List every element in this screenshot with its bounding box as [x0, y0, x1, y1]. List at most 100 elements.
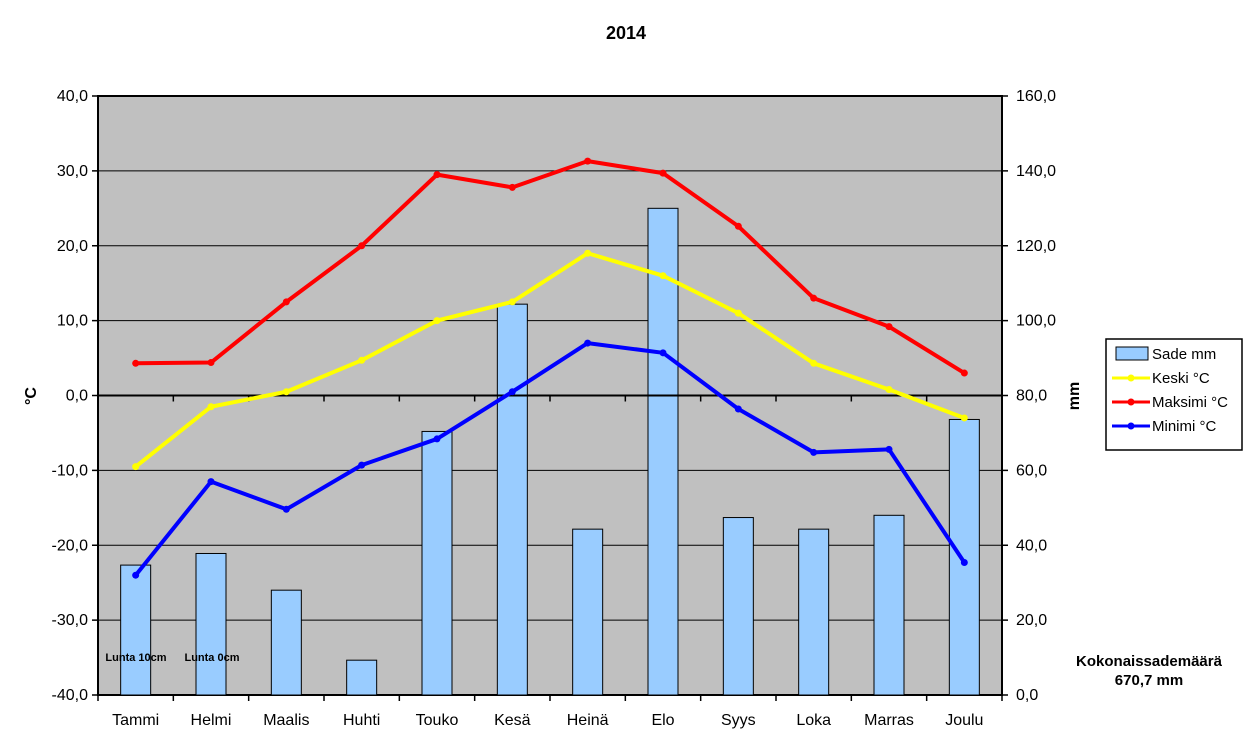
- annotation-snow-feb: Lunta 0cm: [184, 652, 239, 664]
- x-tick-label: Syys: [721, 712, 756, 729]
- series-point-1: [207, 359, 215, 367]
- series-point-2: [358, 461, 366, 469]
- series-line-1: [135, 159, 966, 375]
- bar-huhti: [346, 659, 378, 696]
- series-point-2: [508, 388, 516, 396]
- right-tick-label: 40,0: [1016, 537, 1047, 554]
- left-axis-label: °C: [23, 387, 40, 405]
- series-point-2: [885, 445, 893, 453]
- series-point-0: [207, 403, 215, 411]
- x-tick-label: Marras: [864, 712, 914, 729]
- right-tick-label: 140,0: [1016, 163, 1056, 180]
- series-point-0: [358, 356, 366, 364]
- series-point-0: [282, 388, 290, 396]
- left-tick-label: -10,0: [52, 462, 89, 479]
- bar-helmi: [195, 552, 227, 696]
- bar-tammi: [120, 564, 152, 696]
- line-series: [132, 157, 968, 579]
- bar-heinä: [572, 528, 604, 696]
- series-point-2: [810, 448, 818, 456]
- series-point-0: [885, 386, 893, 394]
- right-tick-label: 60,0: [1016, 462, 1047, 479]
- bar-series: [120, 207, 980, 696]
- series-point-1: [358, 242, 366, 250]
- series-point-1: [734, 222, 742, 230]
- series-point-2: [960, 558, 968, 566]
- series-point-0: [584, 249, 592, 257]
- left-tick-label: 40,0: [57, 88, 88, 105]
- series-point-2: [584, 339, 592, 347]
- series-point-2: [433, 435, 441, 443]
- x-axis-ticks: Tammi Helmi Maalis Huhti Touko Kesä Heinä Elo Sy…: [97, 695, 1003, 729]
- series-point-0: [508, 298, 516, 306]
- legend-swatch-marker-0: [1127, 374, 1135, 382]
- bar-elo: [647, 207, 679, 696]
- x-tick-label: Kesä: [494, 712, 531, 729]
- legend: Sade mm Keski °C Maksimi °C Minimi °C: [1105, 338, 1243, 451]
- x-tick-label: Joulu: [945, 712, 983, 729]
- legend-label-1: Maksimi °C: [1152, 394, 1228, 411]
- bar-syys: [722, 517, 754, 696]
- legend-label-bars: Sade mm: [1152, 346, 1216, 363]
- series-point-1: [508, 183, 516, 191]
- bar-touko: [421, 430, 453, 696]
- left-tick-label: 0,0: [66, 388, 88, 405]
- total-rain-label: Kokonaissademäärä: [1076, 653, 1223, 670]
- left-tick-label: -40,0: [52, 687, 89, 704]
- series-point-1: [584, 157, 592, 165]
- annotation-snow-jan: Lunta 10cm: [105, 652, 166, 664]
- legend-swatch-marker-1: [1127, 398, 1135, 406]
- x-tick-label: Elo: [651, 712, 674, 729]
- series-point-2: [734, 405, 742, 413]
- series-point-1: [960, 369, 968, 377]
- right-tick-label: 120,0: [1016, 238, 1056, 255]
- x-tick-label: Loka: [796, 712, 831, 729]
- legend-label-2: Minimi °C: [1152, 418, 1216, 435]
- right-tick-label: 160,0: [1016, 88, 1056, 105]
- series-point-1: [810, 294, 818, 302]
- series-point-2: [659, 349, 667, 357]
- bar-kesä: [496, 303, 528, 696]
- legend-swatch-bars: [1115, 346, 1149, 361]
- left-axis-ticks: 40,0 30,0 20,0 10,0 0,0 -10,0 -20,0 -30,0 -40,0: [52, 88, 98, 704]
- annotations: Lunta 10cm Lunta 0cm: [105, 652, 239, 664]
- series-point-2: [132, 571, 140, 579]
- bar-loka: [798, 528, 830, 696]
- right-tick-label: 20,0: [1016, 612, 1047, 629]
- x-tick-label: Tammi: [112, 712, 159, 729]
- bar-maalis: [270, 589, 302, 696]
- series-point-2: [207, 478, 215, 486]
- series-point-1: [659, 169, 667, 177]
- x-tick-label: Touko: [416, 712, 459, 729]
- right-tick-label: 0,0: [1016, 687, 1038, 704]
- right-tick-label: 100,0: [1016, 313, 1056, 330]
- left-tick-label: -20,0: [52, 537, 89, 554]
- left-tick-label: 30,0: [57, 163, 88, 180]
- left-tick-label: 10,0: [57, 313, 88, 330]
- series-point-0: [659, 272, 667, 280]
- left-tick-label: 20,0: [57, 238, 88, 255]
- x-tick-label: Heinä: [567, 712, 609, 729]
- x-tick-label: Maalis: [263, 712, 309, 729]
- series-point-0: [433, 317, 441, 325]
- series-point-1: [433, 171, 441, 179]
- chart-title: 2014: [606, 23, 646, 43]
- bar-marras: [873, 514, 905, 696]
- left-tick-label: -30,0: [52, 612, 89, 629]
- series-point-0: [810, 359, 818, 367]
- right-tick-label: 80,0: [1016, 388, 1047, 405]
- series-line-2: [134, 341, 966, 577]
- bar-joulu: [948, 418, 980, 696]
- series-point-0: [132, 463, 140, 471]
- right-axis-ticks: 160,0 140,0 120,0 100,0 80,0 60,0 40,0 20,0 0,0: [1002, 88, 1056, 704]
- right-axis-label: mm: [1066, 382, 1083, 410]
- legend-box: [1105, 338, 1243, 451]
- series-point-1: [132, 359, 140, 367]
- legend-label-0: Keski °C: [1152, 370, 1210, 387]
- series-point-2: [282, 505, 290, 513]
- x-tick-label: Huhti: [343, 712, 380, 729]
- total-rain-value: 670,7 mm: [1115, 672, 1183, 689]
- series-point-1: [885, 323, 893, 331]
- gridlines: [98, 170, 1002, 621]
